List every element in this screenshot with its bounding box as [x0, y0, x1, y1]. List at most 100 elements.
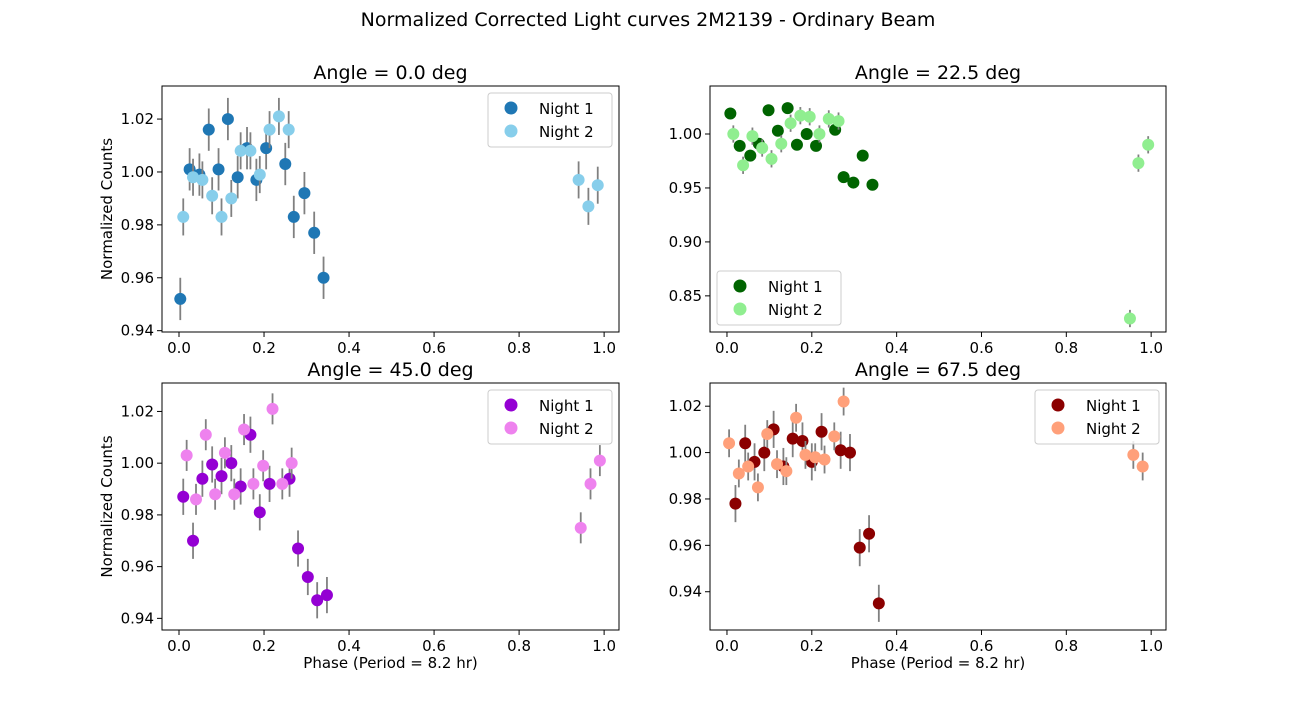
data-point [733, 139, 746, 152]
data-point [847, 176, 860, 189]
data-point [231, 171, 244, 184]
data-point [206, 189, 219, 202]
axes-frame [161, 85, 620, 333]
data-point [794, 109, 807, 122]
data-point [225, 457, 238, 470]
data-point [818, 453, 831, 466]
y-tick-label: 0.90 [669, 233, 702, 251]
subplot-2: Angle = 22.5 deg 0.0 0.2 0.4 0.6 0.8 1.0 0.85 0.… [669, 62, 1167, 357]
legend-label: Night 1 [768, 278, 823, 296]
data-point [746, 130, 759, 143]
data-point [202, 123, 215, 136]
data-point [266, 402, 279, 415]
y-tick-label: 1.02 [121, 110, 154, 128]
series-night-1 [724, 102, 879, 191]
data-point [1123, 312, 1136, 325]
y-tick-label: 1.02 [669, 397, 702, 415]
subplot-title: Angle = 0.0 deg [313, 62, 467, 84]
data-point [582, 200, 595, 213]
data-point [279, 158, 292, 171]
data-point [174, 292, 187, 305]
data-point [781, 102, 794, 115]
data-point [762, 104, 775, 117]
legend: Night 1 Night 2 [716, 270, 842, 326]
subplot-title: Angle = 45.0 deg [307, 359, 473, 381]
series-night-2 [723, 387, 1149, 502]
y-tick-label: 0.96 [121, 269, 154, 287]
series-night-1 [177, 416, 333, 619]
data-point [180, 449, 193, 462]
data-point [866, 178, 879, 191]
y-tick-label: 0.85 [669, 287, 702, 305]
data-point [308, 226, 321, 239]
data-point [263, 477, 276, 490]
x-tick-label: 0.4 [885, 339, 909, 357]
data-point [758, 446, 771, 459]
x-tick-label: 0.0 [167, 339, 191, 357]
x-tick-label: 0.6 [422, 339, 446, 357]
data-point [187, 171, 200, 184]
data-point [215, 470, 228, 483]
y-tick-label: 0.94 [121, 322, 154, 340]
data-point [822, 112, 835, 125]
data-point [218, 446, 231, 459]
x-tick-label: 0.0 [715, 637, 739, 655]
data-point [572, 173, 585, 186]
data-point [837, 395, 850, 408]
y-axis-label: Normalized Counts [98, 435, 116, 577]
data-point [1136, 460, 1149, 473]
data-point [832, 115, 845, 128]
data-point [238, 423, 251, 436]
data-point [187, 534, 200, 547]
data-point [853, 541, 866, 554]
data-point [786, 432, 799, 445]
data-point [810, 139, 823, 152]
data-point [282, 123, 295, 136]
data-point [771, 458, 784, 471]
series-night-1 [174, 97, 330, 321]
x-tick-label: 0.8 [507, 339, 531, 357]
data-point [253, 168, 266, 181]
x-axis-label: Phase (Period = 8.2 hr) [851, 654, 1025, 672]
x-tick-label: 0.4 [337, 637, 361, 655]
data-point [813, 128, 826, 141]
data-point [790, 138, 803, 151]
data-point [872, 597, 885, 610]
data-point [272, 110, 285, 123]
legend-marker [1051, 398, 1065, 412]
data-point [815, 425, 828, 438]
y-tick-label: 0.94 [669, 583, 702, 601]
data-point [834, 444, 847, 457]
legend-box [487, 92, 613, 148]
subplot-title: Angle = 22.5 deg [855, 62, 1021, 84]
legend-label: Night 2 [539, 420, 594, 438]
y-tick-label: 0.96 [121, 558, 154, 576]
data-point [206, 458, 219, 471]
subplot-3: Angle = 45.0 deg 0.0 0.2 0.4 0.6 0.8 1.0 0.94 0.… [98, 359, 620, 672]
y-axis-label: Normalized Counts [98, 138, 116, 280]
data-point [765, 152, 778, 165]
subplot-1: Angle = 0.0 deg 0.0 0.2 0.4 0.6 0.8 1.0 0.94 0.9… [98, 62, 620, 357]
y-tick-label: 0.98 [121, 506, 154, 524]
data-point [221, 113, 234, 126]
x-tick-label: 0.4 [885, 637, 909, 655]
axes-frame [161, 382, 620, 631]
data-point [784, 117, 797, 130]
series-night-2 [177, 97, 604, 236]
subplot-4: Angle = 67.5 deg 0.0 0.2 0.4 0.6 0.8 1.0 0.94 0.… [669, 359, 1167, 672]
data-point [737, 159, 750, 172]
legend-marker [504, 101, 518, 115]
legend-label: Night 1 [1086, 397, 1141, 415]
x-tick-label: 0.0 [167, 637, 191, 655]
data-point [317, 271, 330, 284]
data-point [196, 472, 209, 485]
data-point [311, 594, 324, 607]
data-point [727, 128, 740, 141]
data-point [177, 490, 190, 503]
legend-label: Night 1 [539, 397, 594, 415]
legend-marker [1051, 421, 1065, 435]
data-point [593, 454, 606, 467]
x-tick-label: 0.2 [252, 637, 276, 655]
legend: Night 1 Night 2 [487, 92, 613, 148]
data-point [809, 451, 822, 464]
